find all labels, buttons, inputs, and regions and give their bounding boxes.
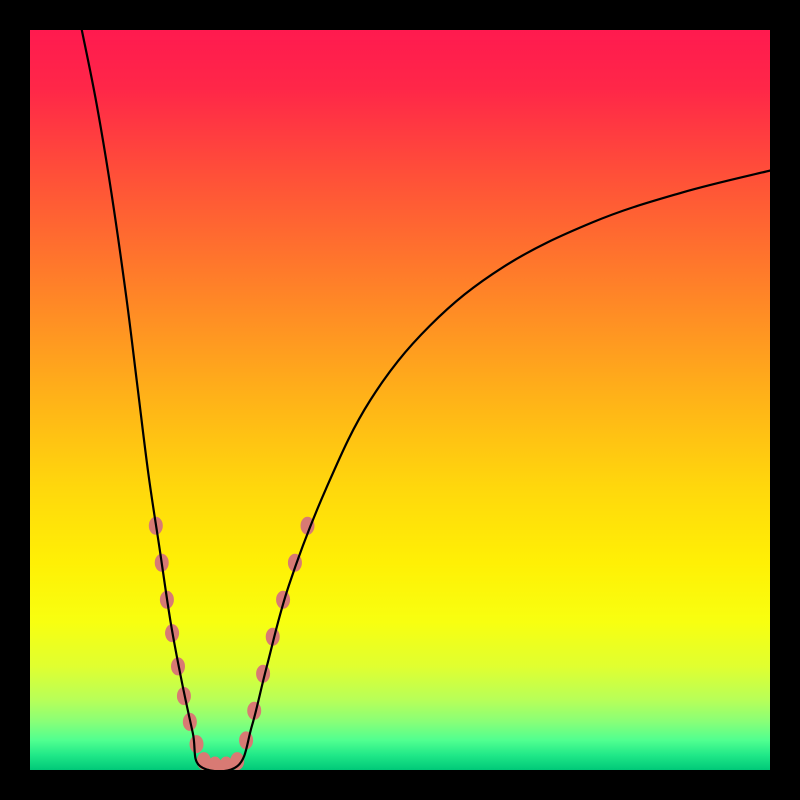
plot-background bbox=[30, 30, 770, 770]
chart-svg bbox=[0, 0, 800, 800]
chart-frame: TheBottleneck.com bbox=[0, 0, 800, 800]
marker-point bbox=[190, 735, 204, 753]
